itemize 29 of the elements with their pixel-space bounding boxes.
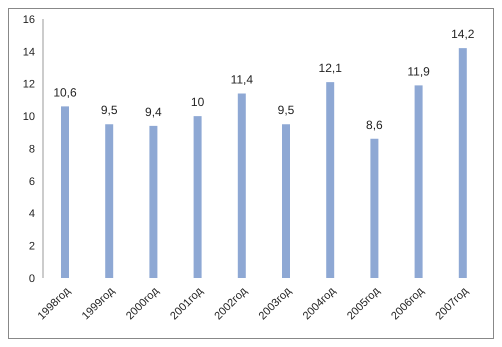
y-tick-label: 6 xyxy=(28,176,35,188)
data-label: 9,4 xyxy=(145,104,162,119)
bar xyxy=(326,82,334,278)
data-label: 11,9 xyxy=(407,64,430,78)
bar xyxy=(458,48,467,278)
bar xyxy=(238,93,246,278)
data-label: 14,2 xyxy=(451,27,475,42)
data-label: 8,6 xyxy=(366,118,384,132)
y-tick-label: 12 xyxy=(22,78,35,91)
bar xyxy=(61,106,69,278)
bar xyxy=(194,116,202,278)
bar xyxy=(282,124,290,278)
data-label: 10,6 xyxy=(53,85,77,100)
bar xyxy=(370,138,378,278)
y-tick-label: 16 xyxy=(22,14,35,26)
data-label: 12,1 xyxy=(318,61,342,76)
y-tick-label: 10 xyxy=(22,111,35,124)
bar xyxy=(105,124,114,278)
y-tick-label: 14 xyxy=(22,46,35,58)
y-tick-label: 2 xyxy=(28,240,35,253)
y-tick-label: 8 xyxy=(28,143,35,156)
y-tick-label: 0 xyxy=(28,272,35,285)
data-label: 11,4 xyxy=(230,72,254,86)
y-tick-label: 4 xyxy=(28,208,35,220)
data-label: 9,5 xyxy=(278,103,295,118)
data-label: 9,5 xyxy=(100,103,118,118)
bar xyxy=(414,85,423,278)
bar xyxy=(149,126,158,278)
data-label: 10 xyxy=(190,95,205,110)
